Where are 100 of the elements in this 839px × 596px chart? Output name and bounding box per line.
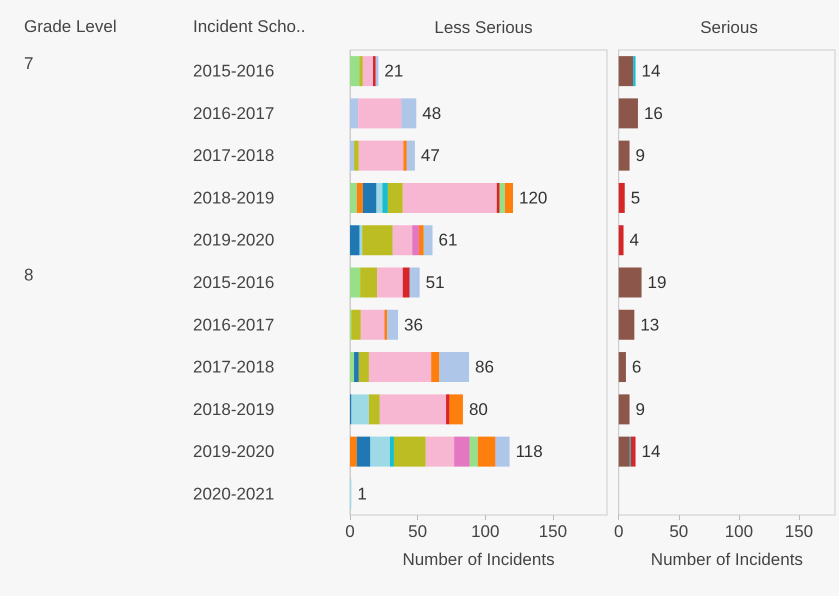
total-label: 1 (357, 484, 367, 504)
bar (618, 98, 638, 128)
bar (382, 182, 388, 213)
text: 7 (24, 54, 34, 74)
y-tick-label: 2018-2019 (193, 188, 274, 208)
total-label: 47 (420, 146, 440, 166)
bar (380, 394, 446, 424)
bar (406, 140, 415, 171)
total-label: 4 (630, 230, 639, 250)
bar (358, 98, 402, 128)
bar (390, 436, 394, 467)
bar (350, 268, 360, 298)
bar (356, 436, 370, 467)
bar (504, 182, 513, 213)
y-tick-label: 2016-2017 (193, 315, 274, 334)
text: Grade Level (24, 17, 117, 36)
x-tick-label: 100 (471, 522, 500, 541)
y-tick-label: 2018-2019 (193, 400, 274, 419)
y-tick-label: 2015-2016 (193, 62, 274, 81)
total-label: 14 (642, 442, 660, 462)
bar (350, 225, 360, 256)
bar (351, 310, 361, 340)
text: Incident Scho.. (193, 17, 306, 36)
chart-title: Less Serious (434, 18, 533, 37)
bar (354, 352, 359, 382)
bar (359, 225, 362, 256)
bar (350, 352, 354, 382)
total-label: 80 (468, 400, 488, 419)
bar (495, 436, 510, 467)
bar (618, 268, 642, 298)
bar (394, 436, 426, 467)
bar (618, 56, 634, 86)
total-label: 14 (642, 62, 660, 81)
bar (350, 140, 354, 171)
total-label: 19 (648, 273, 666, 292)
x-axis-title: Number of Incidents (650, 550, 803, 569)
bar (426, 436, 454, 467)
text: 8 (24, 266, 34, 284)
total-label: 36 (404, 315, 423, 334)
y-tick-label: 2019-2020 (193, 442, 274, 462)
chart-title: Serious (700, 18, 758, 37)
bar (360, 268, 378, 298)
bar (401, 98, 416, 128)
bar (618, 182, 625, 213)
bar (354, 140, 359, 171)
total-label: 5 (630, 188, 640, 208)
x-tick-label: 50 (669, 522, 688, 541)
y-tick-label: 2016-2017 (193, 104, 274, 123)
y-tick-label: 2017-2018 (193, 146, 274, 166)
bar (392, 225, 412, 256)
bar (350, 98, 358, 128)
bar (351, 394, 369, 424)
bar (350, 436, 357, 467)
bar (618, 140, 630, 171)
y-tick-label: 2019-2020 (193, 230, 274, 250)
bar (403, 140, 407, 171)
bar (618, 225, 624, 256)
bar (376, 56, 378, 86)
x-axis-title: Number of Incidents (402, 550, 555, 569)
total-label: 9 (636, 400, 646, 419)
bar (633, 56, 636, 86)
bar (496, 182, 500, 213)
bar (368, 352, 432, 382)
total-label: 120 (518, 188, 548, 208)
bar (362, 56, 373, 86)
bar (387, 310, 398, 340)
bar (384, 310, 388, 340)
bar (360, 310, 384, 340)
bar (362, 182, 376, 213)
total-label: 86 (475, 358, 494, 377)
bar (630, 436, 636, 467)
bar (431, 352, 440, 382)
bar (350, 56, 360, 86)
bar (350, 182, 357, 213)
bar (478, 436, 496, 467)
bar (388, 182, 403, 213)
bar (356, 182, 363, 213)
y-tick-label: 2015-2016 (193, 273, 274, 292)
total-label: 118 (516, 442, 543, 462)
bar (359, 56, 363, 86)
bar (377, 268, 403, 298)
bar (402, 268, 410, 298)
bar (446, 394, 450, 424)
bar (618, 352, 626, 382)
x-tick-label: 50 (408, 522, 428, 541)
x-tick-label: 100 (724, 522, 754, 541)
total-label: 51 (426, 273, 445, 292)
total-label: 21 (384, 62, 404, 81)
y-tick-label: 2017-2018 (193, 358, 274, 377)
bar (439, 352, 470, 382)
total-label: 61 (438, 230, 458, 250)
bar (499, 182, 505, 213)
x-tick-label: 0 (345, 522, 355, 541)
bar (362, 225, 393, 256)
total-label: 48 (422, 104, 442, 123)
x-tick-label: 150 (784, 522, 814, 541)
total-label: 16 (644, 104, 663, 123)
bar (424, 225, 433, 256)
x-tick-label: 150 (538, 522, 568, 541)
total-label: 9 (636, 146, 646, 166)
